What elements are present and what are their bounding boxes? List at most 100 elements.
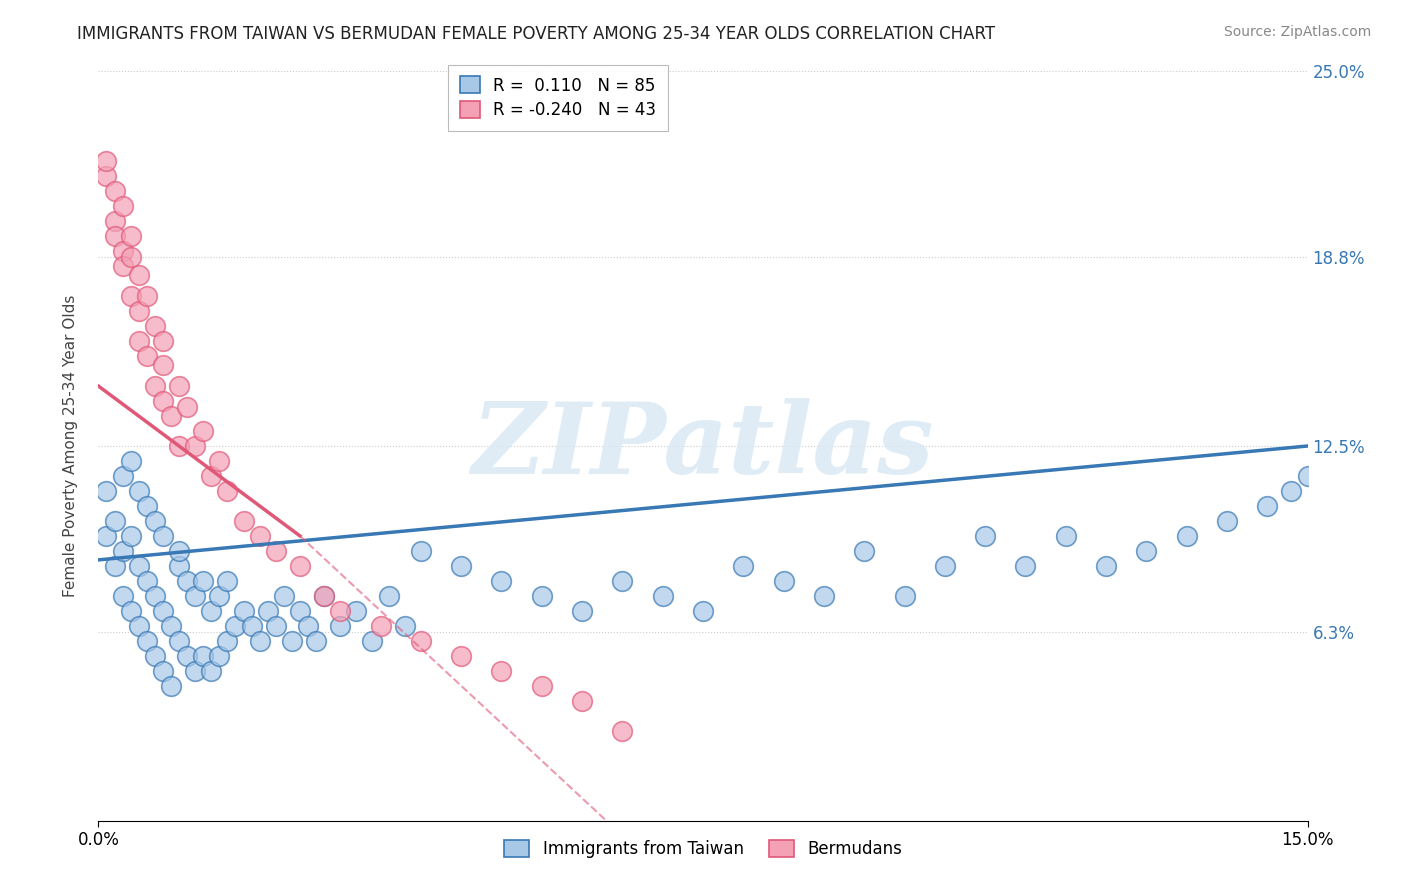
Point: [297, 619, 319, 633]
Point: [135, 574, 157, 588]
Point: [167, 439, 190, 453]
Point: [853, 544, 876, 558]
Point: [111, 244, 134, 259]
Point: [305, 633, 328, 648]
Text: IMMIGRANTS FROM TAIWAN VS BERMUDAN FEMALE POVERTY AMONG 25-34 YEAR OLDS CORRELAT: IMMIGRANTS FROM TAIWAN VS BERMUDAN FEMAL…: [77, 25, 995, 43]
Point: [193, 574, 215, 588]
Point: [491, 664, 513, 678]
Point: [120, 529, 142, 543]
Point: [135, 499, 157, 513]
Point: [128, 483, 150, 498]
Point: [128, 334, 150, 348]
Point: [1216, 514, 1239, 528]
Point: [394, 619, 416, 633]
Point: [409, 633, 432, 648]
Point: [128, 558, 150, 573]
Point: [176, 574, 198, 588]
Point: [256, 604, 278, 618]
Point: [329, 619, 352, 633]
Point: [167, 544, 190, 558]
Point: [377, 589, 399, 603]
Point: [217, 483, 239, 498]
Point: [152, 334, 174, 348]
Text: ZIPatlas: ZIPatlas: [472, 398, 934, 494]
Point: [1296, 469, 1319, 483]
Point: [103, 184, 125, 198]
Point: [217, 633, 239, 648]
Point: [120, 454, 142, 468]
Point: [344, 604, 367, 618]
Point: [128, 304, 150, 318]
Point: [184, 589, 207, 603]
Point: [160, 619, 183, 633]
Point: [232, 604, 254, 618]
Point: [143, 648, 166, 663]
Point: [103, 558, 125, 573]
Point: [612, 574, 634, 588]
Text: Source: ZipAtlas.com: Source: ZipAtlas.com: [1223, 25, 1371, 39]
Point: [1312, 483, 1334, 498]
Y-axis label: Female Poverty Among 25-34 Year Olds: Female Poverty Among 25-34 Year Olds: [63, 295, 77, 597]
Point: [152, 664, 174, 678]
Point: [1361, 469, 1384, 483]
Point: [111, 199, 134, 213]
Point: [111, 469, 134, 483]
Point: [733, 558, 755, 573]
Point: [450, 558, 472, 573]
Point: [314, 589, 336, 603]
Legend: Immigrants from Taiwan, Bermudans: Immigrants from Taiwan, Bermudans: [498, 833, 908, 864]
Point: [200, 604, 222, 618]
Point: [813, 589, 835, 603]
Point: [152, 394, 174, 409]
Point: [120, 250, 142, 264]
Point: [281, 633, 304, 648]
Point: [96, 154, 118, 169]
Point: [1175, 529, 1198, 543]
Point: [143, 379, 166, 393]
Point: [249, 633, 271, 648]
Point: [120, 604, 142, 618]
Point: [1281, 483, 1303, 498]
Point: [491, 574, 513, 588]
Point: [1393, 454, 1406, 468]
Point: [530, 589, 553, 603]
Point: [128, 268, 150, 282]
Point: [143, 589, 166, 603]
Point: [176, 648, 198, 663]
Point: [143, 514, 166, 528]
Point: [135, 349, 157, 363]
Point: [288, 558, 311, 573]
Point: [1256, 499, 1278, 513]
Point: [167, 558, 190, 573]
Point: [450, 648, 472, 663]
Point: [208, 648, 231, 663]
Point: [143, 319, 166, 334]
Point: [128, 619, 150, 633]
Point: [1095, 558, 1118, 573]
Point: [232, 514, 254, 528]
Point: [651, 589, 673, 603]
Point: [193, 648, 215, 663]
Point: [361, 633, 384, 648]
Point: [135, 289, 157, 303]
Point: [103, 214, 125, 228]
Point: [224, 619, 246, 633]
Point: [1337, 454, 1360, 468]
Point: [184, 439, 207, 453]
Point: [208, 589, 231, 603]
Point: [120, 289, 142, 303]
Point: [249, 529, 271, 543]
Point: [1135, 544, 1157, 558]
Point: [208, 454, 231, 468]
Point: [1014, 558, 1036, 573]
Point: [96, 169, 118, 184]
Point: [772, 574, 794, 588]
Point: [571, 604, 593, 618]
Point: [1054, 529, 1077, 543]
Point: [200, 469, 222, 483]
Point: [160, 409, 183, 423]
Point: [264, 544, 287, 558]
Point: [103, 514, 125, 528]
Point: [288, 604, 311, 618]
Point: [111, 544, 134, 558]
